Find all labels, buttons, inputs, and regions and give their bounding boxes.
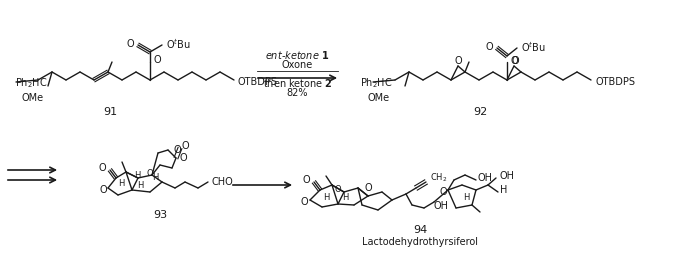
Text: Ph$_2$HC: Ph$_2$HC <box>360 76 393 90</box>
Text: H: H <box>137 181 143 189</box>
Text: OTBDPS: OTBDPS <box>595 77 635 87</box>
Text: O: O <box>510 56 518 66</box>
Text: 91: 91 <box>103 107 117 117</box>
Text: H: H <box>463 193 469 201</box>
Text: Ph$_2$HC: Ph$_2$HC <box>15 76 47 90</box>
Text: O: O <box>335 185 341 195</box>
Text: H: H <box>342 194 348 202</box>
Text: O: O <box>147 169 154 179</box>
Text: O: O <box>455 56 461 66</box>
Text: ent-ketone $\mathbf{1}$: ent-ketone $\mathbf{1}$ <box>265 49 329 61</box>
Text: O: O <box>99 163 106 173</box>
Text: O: O <box>174 145 181 155</box>
Text: O: O <box>439 187 447 197</box>
Text: O: O <box>511 56 518 66</box>
Text: OH: OH <box>434 201 449 211</box>
Text: OH: OH <box>478 173 493 183</box>
Text: then ketone $\mathbf{2}$: then ketone $\mathbf{2}$ <box>263 77 332 89</box>
Text: O: O <box>300 197 308 207</box>
Text: O: O <box>302 175 310 185</box>
Text: H: H <box>152 173 158 183</box>
Text: OTBDPS: OTBDPS <box>238 77 278 87</box>
Text: CH$_2$: CH$_2$ <box>430 172 448 184</box>
Text: O: O <box>126 39 134 49</box>
Text: O: O <box>154 55 162 65</box>
Text: 94: 94 <box>413 225 427 235</box>
Text: H: H <box>118 179 124 187</box>
Text: O: O <box>99 185 107 195</box>
Text: CHO: CHO <box>212 177 234 187</box>
Text: O$^t$Bu: O$^t$Bu <box>166 37 191 51</box>
Text: H: H <box>500 185 507 195</box>
Text: H: H <box>322 193 329 201</box>
Text: OMe: OMe <box>22 93 44 103</box>
Text: 93: 93 <box>153 210 167 220</box>
Text: O: O <box>180 153 188 163</box>
Text: Oxone: Oxone <box>282 60 313 70</box>
Text: 82%: 82% <box>287 88 309 98</box>
Text: O$^t$Bu: O$^t$Bu <box>521 40 546 54</box>
Text: O: O <box>182 141 190 151</box>
Text: OH: OH <box>500 171 515 181</box>
Text: Lactodehydrothyrsiferol: Lactodehydrothyrsiferol <box>362 237 478 247</box>
Text: O: O <box>364 183 372 193</box>
Text: O: O <box>485 42 493 52</box>
Text: OMe: OMe <box>367 93 389 103</box>
Text: H: H <box>134 171 140 181</box>
Text: 92: 92 <box>473 107 487 117</box>
